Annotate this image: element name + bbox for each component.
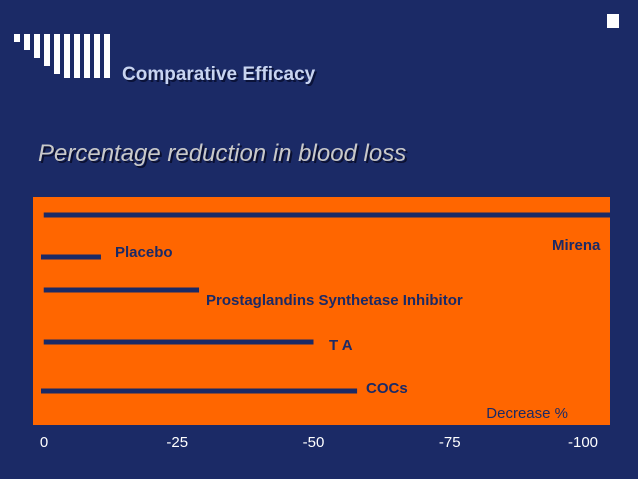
bar-label-prostaglandins-synthetase-inhibitor: Prostaglandins Synthetase Inhibitor — [206, 292, 463, 309]
stripe-3 — [34, 34, 40, 58]
stripe-2 — [24, 34, 30, 50]
bar-label-t-a: T A — [329, 337, 353, 354]
x-axis-title: Decrease % — [486, 405, 568, 422]
x-tick-label: -75 — [439, 434, 461, 451]
decorative-stripes — [14, 14, 619, 78]
chart-subtitle: Percentage reduction in blood loss — [38, 140, 407, 167]
page-title: Comparative Efficacy — [122, 64, 316, 85]
stripe-6 — [64, 34, 70, 78]
stripe-1 — [14, 34, 20, 42]
bar-label-mirena: Mirena — [552, 237, 601, 254]
x-tick-label: -100 — [568, 434, 598, 451]
plot-area — [33, 197, 610, 425]
x-tick-label: -50 — [303, 434, 325, 451]
x-tick-label: 0 — [40, 434, 48, 451]
bar-label-placebo: Placebo — [115, 244, 173, 261]
stripe-8 — [84, 34, 90, 78]
stripe-5 — [54, 34, 60, 74]
stripe-7 — [74, 34, 80, 78]
x-tick-label: -25 — [166, 434, 188, 451]
stripe-4 — [44, 34, 50, 66]
bar-label-cocs: COCs — [366, 380, 408, 397]
stripe-10 — [104, 34, 110, 78]
corner-square — [607, 14, 619, 28]
stripe-9 — [94, 34, 100, 78]
